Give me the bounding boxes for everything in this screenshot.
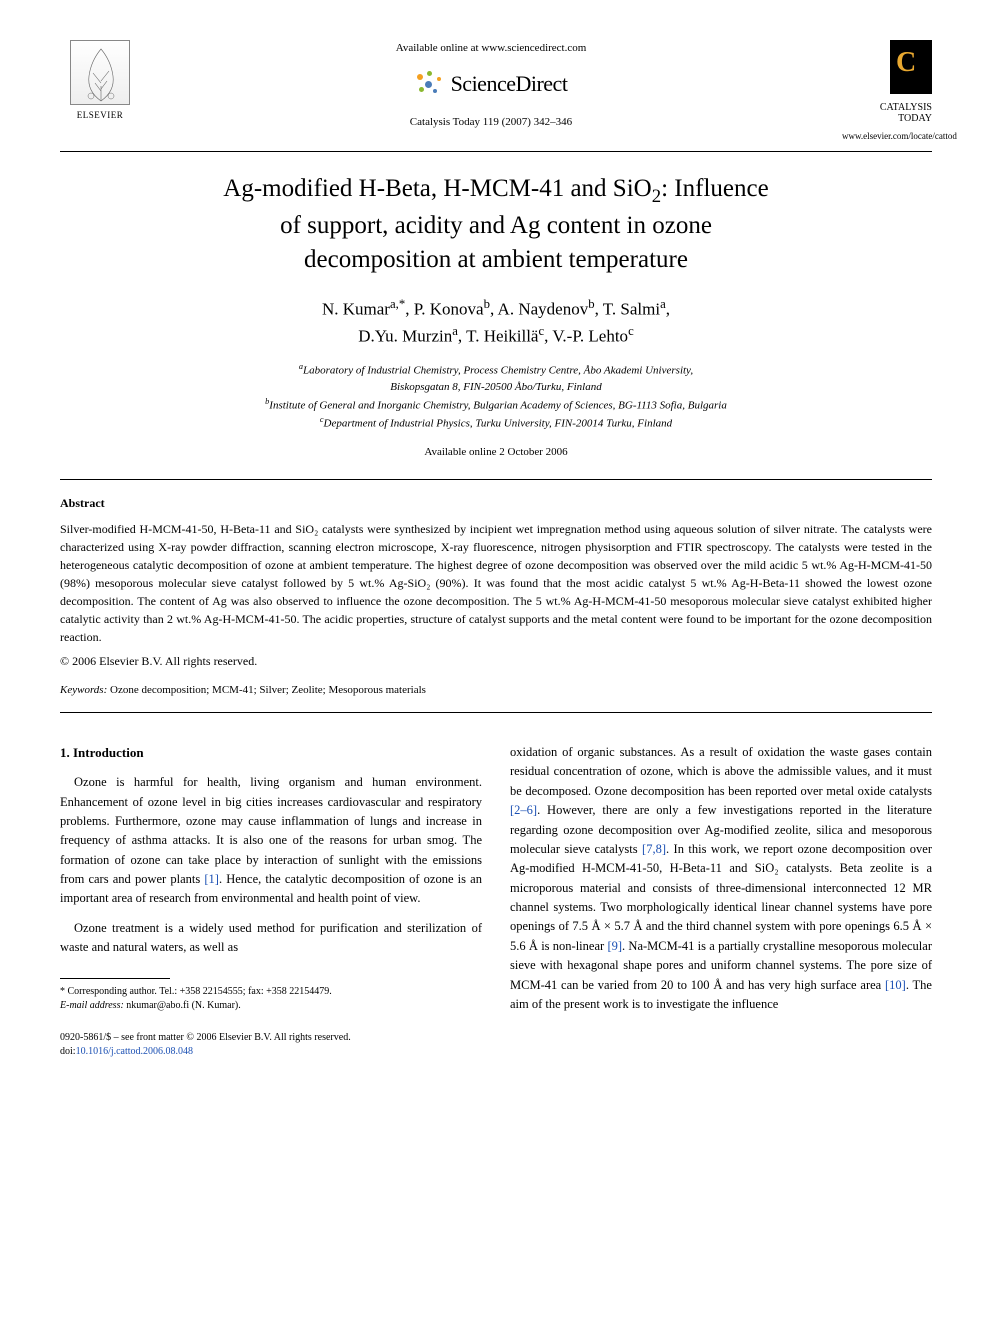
page-header: ELSEVIER Available online at www.science… bbox=[60, 40, 932, 143]
journal-cover-block: C CATALYSIS TODAY www.elsevier.com/locat… bbox=[842, 40, 932, 143]
abstract-bottom-rule bbox=[60, 712, 932, 713]
intro-p1: Ozone is harmful for health, living orga… bbox=[60, 773, 482, 909]
footer-block: 0920-5861/$ – see front matter © 2006 El… bbox=[60, 1031, 482, 1059]
intro-col2-p1: oxidation of organic substances. As a re… bbox=[510, 743, 932, 1014]
keywords-line: Keywords: Ozone decomposition; MCM-41; S… bbox=[60, 682, 932, 699]
journal-reference: Catalysis Today 119 (2007) 342–346 bbox=[160, 114, 822, 131]
left-column: 1. Introduction Ozone is harmful for hea… bbox=[60, 743, 482, 1059]
abstract-heading: Abstract bbox=[60, 494, 932, 512]
available-online-text: Available online at www.sciencedirect.co… bbox=[160, 40, 822, 57]
article-title: Ag-modified H-Beta, H-MCM-41 and SiO2: I… bbox=[100, 172, 892, 277]
elsevier-tree-icon bbox=[70, 40, 130, 105]
body-columns: 1. Introduction Ozone is harmful for hea… bbox=[60, 743, 932, 1059]
ref-link-10[interactable]: [10] bbox=[885, 978, 906, 992]
elsevier-text: ELSEVIER bbox=[77, 109, 124, 123]
doi-link[interactable]: 10.1016/j.cattod.2006.08.048 bbox=[76, 1046, 194, 1057]
footnote-rule bbox=[60, 978, 170, 979]
author-list: N. Kumara,*, P. Konovab, A. Naydenovb, T… bbox=[60, 295, 932, 349]
journal-url: www.elsevier.com/locate/cattod bbox=[842, 130, 932, 144]
intro-p2: Ozone treatment is a widely used method … bbox=[60, 919, 482, 958]
sciencedirect-dots-icon bbox=[415, 71, 443, 95]
journal-cover-label: CATALYSIS TODAY bbox=[880, 102, 932, 124]
intro-heading: 1. Introduction bbox=[60, 743, 482, 763]
available-date: Available online 2 October 2006 bbox=[60, 444, 932, 461]
ref-link-2-6[interactable]: [2–6] bbox=[510, 803, 537, 817]
elsevier-logo: ELSEVIER bbox=[60, 40, 140, 130]
journal-cover-icon: C bbox=[890, 40, 932, 94]
ref-link-1[interactable]: [1] bbox=[204, 872, 219, 886]
abstract-copyright: © 2006 Elsevier B.V. All rights reserved… bbox=[60, 652, 932, 670]
sciencedirect-brand: ScienceDirect bbox=[415, 67, 568, 100]
corresponding-author-footnote: * Corresponding author. Tel.: +358 22154… bbox=[60, 985, 482, 1013]
abstract-top-rule bbox=[60, 479, 932, 480]
center-header: Available online at www.sciencedirect.co… bbox=[140, 40, 842, 130]
affiliations: aLaboratory of Industrial Chemistry, Pro… bbox=[60, 361, 932, 432]
ref-link-9[interactable]: [9] bbox=[607, 939, 622, 953]
header-rule bbox=[60, 151, 932, 152]
ref-link-7-8[interactable]: [7,8] bbox=[642, 842, 666, 856]
abstract-body: Silver-modified H-MCM-41-50, H-Beta-11 a… bbox=[60, 520, 932, 646]
right-column: oxidation of organic substances. As a re… bbox=[510, 743, 932, 1059]
sciencedirect-text: ScienceDirect bbox=[451, 67, 568, 100]
